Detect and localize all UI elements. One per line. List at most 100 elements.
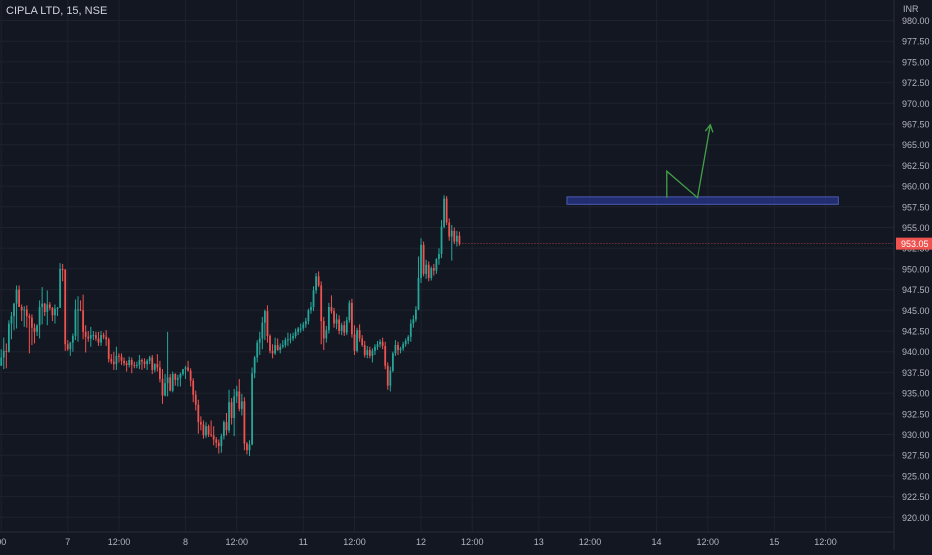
candle-body <box>107 339 110 360</box>
candle-body <box>261 322 264 339</box>
candle-body <box>66 344 69 350</box>
candle-down <box>31 314 33 346</box>
candle-body <box>61 268 64 270</box>
candle-body <box>304 321 307 325</box>
candles <box>0 195 461 457</box>
candle-body <box>97 338 100 343</box>
candle-down <box>105 330 108 346</box>
candle-down <box>194 390 197 411</box>
candle-body <box>399 348 402 351</box>
candle-body <box>361 338 364 346</box>
price-tick-label: 970.00 <box>902 99 930 109</box>
candle-up <box>179 372 182 387</box>
candle-body <box>450 230 453 237</box>
candle-body <box>279 346 282 351</box>
candle-up <box>41 287 44 325</box>
candle-down <box>97 331 100 346</box>
candle-down <box>133 361 136 369</box>
candle-down <box>120 353 123 365</box>
time-axis[interactable]: 00 7 12:00 8 12:00 11 12:00 12 12:00 13 12:00 14 12:… <box>0 531 894 547</box>
candle-body <box>115 355 118 365</box>
candle-up <box>228 389 230 433</box>
candle-body <box>207 426 210 435</box>
price-tick-label: 930.00 <box>902 430 930 440</box>
projection-arrow-head[interactable] <box>704 123 714 133</box>
candle-up <box>240 393 243 416</box>
candle-body <box>13 303 15 317</box>
candle-body <box>440 226 443 254</box>
candle-body <box>189 370 192 381</box>
time-tick-label: 11 <box>299 537 308 547</box>
candle-body <box>212 435 215 440</box>
candle-body <box>82 310 85 332</box>
candle-up <box>182 369 184 376</box>
candle-up <box>263 309 266 341</box>
candle-down <box>381 337 384 350</box>
candle-up <box>443 195 445 229</box>
candle-down <box>110 354 113 365</box>
candle-body <box>425 264 428 274</box>
candle-down <box>118 353 120 363</box>
price-axis[interactable]: 920.00 922.50 925.00 927.50 930.00 932.50 935.… <box>459 0 932 550</box>
candle-down <box>202 420 205 439</box>
candle-body <box>146 360 149 365</box>
last-price-badge <box>896 237 932 250</box>
candle-body <box>284 340 287 346</box>
candle-body <box>432 268 435 271</box>
candle-body <box>23 309 26 311</box>
time-tick-label: 12:00 <box>814 537 837 547</box>
candle-down <box>269 334 271 354</box>
candle-down <box>427 261 430 282</box>
candle-body <box>322 321 325 339</box>
candle-body <box>251 373 253 445</box>
candle-down <box>161 369 164 404</box>
candle-body <box>187 367 189 371</box>
candle-body <box>43 303 46 312</box>
candle-body <box>5 350 8 352</box>
candle-body <box>351 302 353 335</box>
candle-up <box>304 317 307 328</box>
candle-down <box>317 271 320 288</box>
candle-down <box>238 379 241 412</box>
candle-up <box>376 340 379 351</box>
candle-body <box>394 345 397 354</box>
candle-up <box>74 299 77 341</box>
candle-up <box>307 308 310 325</box>
candle-body <box>54 308 56 316</box>
candle-up <box>23 306 26 327</box>
resistance-zone-layer[interactable] <box>566 196 839 205</box>
candle-body <box>389 370 392 386</box>
candle-up <box>438 248 440 265</box>
price-tick-label: 940.00 <box>902 347 930 357</box>
candle-body <box>271 350 274 354</box>
candle-body <box>366 350 369 356</box>
candle-body <box>415 309 417 320</box>
candle-body <box>310 306 312 311</box>
candle-up <box>366 345 369 359</box>
candle-up <box>440 220 443 259</box>
candle-body <box>64 269 67 345</box>
candle-body <box>384 345 387 366</box>
candle-body <box>79 309 82 311</box>
price-tick-label: 962.50 <box>902 161 930 171</box>
candle-body <box>174 374 177 380</box>
projection-arrow-line[interactable] <box>666 124 711 199</box>
candle-down <box>169 374 172 392</box>
candle-body <box>269 335 271 351</box>
resistance-zone-rectangle[interactable] <box>566 196 839 205</box>
candle-body <box>7 323 10 352</box>
projection-arrow-layer[interactable] <box>666 123 714 199</box>
candle-body <box>169 377 172 391</box>
candle-body <box>307 310 310 322</box>
candle-up <box>450 225 453 261</box>
candle-down <box>330 295 333 314</box>
candle-down <box>87 331 90 342</box>
candle-body <box>74 309 77 336</box>
candle-down <box>353 325 356 356</box>
candle-body <box>402 344 405 349</box>
candle-up <box>409 319 412 342</box>
candle-up <box>164 374 166 397</box>
candle-body <box>176 378 179 380</box>
